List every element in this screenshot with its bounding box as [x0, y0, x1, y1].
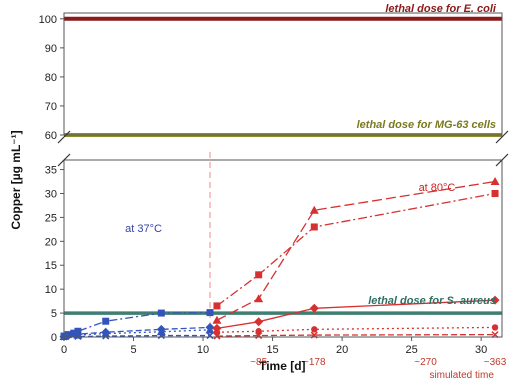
data-point-stroke [255, 332, 263, 340]
data-point [102, 317, 110, 325]
simulated-time-tick: ~85 [250, 357, 267, 368]
y-tick-label: 25 [45, 212, 57, 224]
data-point [70, 329, 78, 337]
data-point [212, 315, 222, 324]
data-point-stroke [213, 332, 221, 340]
y-tick-label: 10 [45, 284, 57, 296]
annotation: at 37°C [125, 223, 162, 235]
data-point-stroke [206, 332, 214, 340]
data-point [311, 326, 318, 333]
series-line [216, 299, 496, 330]
series-line [216, 192, 496, 307]
upper-panel-frame [63, 12, 503, 136]
data-point [205, 325, 215, 334]
chart-text: 60 70 80 90 100 0 5 10 15 20 25 30 35 0 5 10 15 20 25 30 let… [9, 3, 507, 381]
data-point [206, 332, 214, 340]
data-point [157, 309, 165, 317]
simulated-time-tick: ~270 [414, 357, 437, 368]
y-tick-label: 15 [45, 260, 57, 272]
y-tick-label: 0 [51, 332, 57, 344]
data-point [254, 317, 264, 327]
data-point [213, 302, 221, 310]
data-point [63, 331, 73, 341]
data-point [310, 223, 318, 231]
data-point [255, 332, 263, 340]
data-point-stroke [157, 332, 165, 340]
y-tick-label: 90 [45, 43, 57, 55]
data-point [309, 205, 319, 214]
y-tick-label: 5 [51, 308, 57, 320]
reference-line-label: lethal dose for MG-63 cells [357, 119, 496, 131]
data-point [206, 309, 214, 317]
data-point [255, 271, 263, 279]
data-point [490, 295, 500, 305]
x-tick-label: 0 [61, 344, 67, 356]
data-point [490, 177, 500, 186]
y-tick-label: 20 [45, 236, 57, 248]
data-point [255, 328, 262, 335]
data-point [491, 189, 499, 197]
x-axis-title: Time [d] [259, 359, 305, 373]
data-point-stroke [102, 332, 110, 340]
data-point [213, 332, 221, 340]
data-point [102, 332, 110, 340]
annotation: at 80°C [419, 182, 456, 194]
data-point [309, 303, 319, 313]
simulated-time-tick: ~178 [303, 357, 326, 368]
y-tick-label: 60 [45, 130, 57, 142]
x-tick-label: 25 [405, 344, 417, 356]
axis-break-mark [57, 130, 71, 144]
data-point [101, 329, 111, 338]
series-line [216, 180, 496, 321]
x-tick-label: 30 [475, 344, 487, 356]
y-tick-label: 70 [45, 101, 57, 113]
y-tick-label: 100 [39, 14, 57, 26]
data-point [254, 294, 264, 303]
y-tick-label: 35 [45, 165, 57, 177]
series-line [63, 311, 211, 337]
y-tick-label: 30 [45, 188, 57, 200]
data-point [491, 324, 499, 331]
series-line [216, 333, 496, 337]
y-tick-label: 80 [45, 72, 57, 84]
axis-break-mark [495, 153, 509, 167]
axes [57, 12, 509, 341]
simulated-time-label: simulated time [429, 370, 494, 381]
x-tick-label: 5 [130, 344, 136, 356]
axis-break-mark [495, 130, 509, 144]
data-point [157, 332, 165, 340]
x-tick-label: 15 [266, 344, 278, 356]
lower-panel-frame [63, 159, 503, 338]
x-tick-label: 10 [197, 344, 209, 356]
series-layer [59, 177, 500, 342]
axis-break-mark [57, 153, 71, 167]
simulated-time-tick: ~363 [484, 357, 507, 368]
reference-line-label: lethal dose for S. aureus [368, 295, 496, 307]
reference-lines [64, 16, 502, 315]
y-axis-title: Copper [µg mL⁻¹] [9, 130, 23, 229]
series-line [216, 326, 496, 333]
reference-line-label: lethal dose for E. coli [385, 3, 497, 15]
x-tick-label: 20 [336, 344, 348, 356]
